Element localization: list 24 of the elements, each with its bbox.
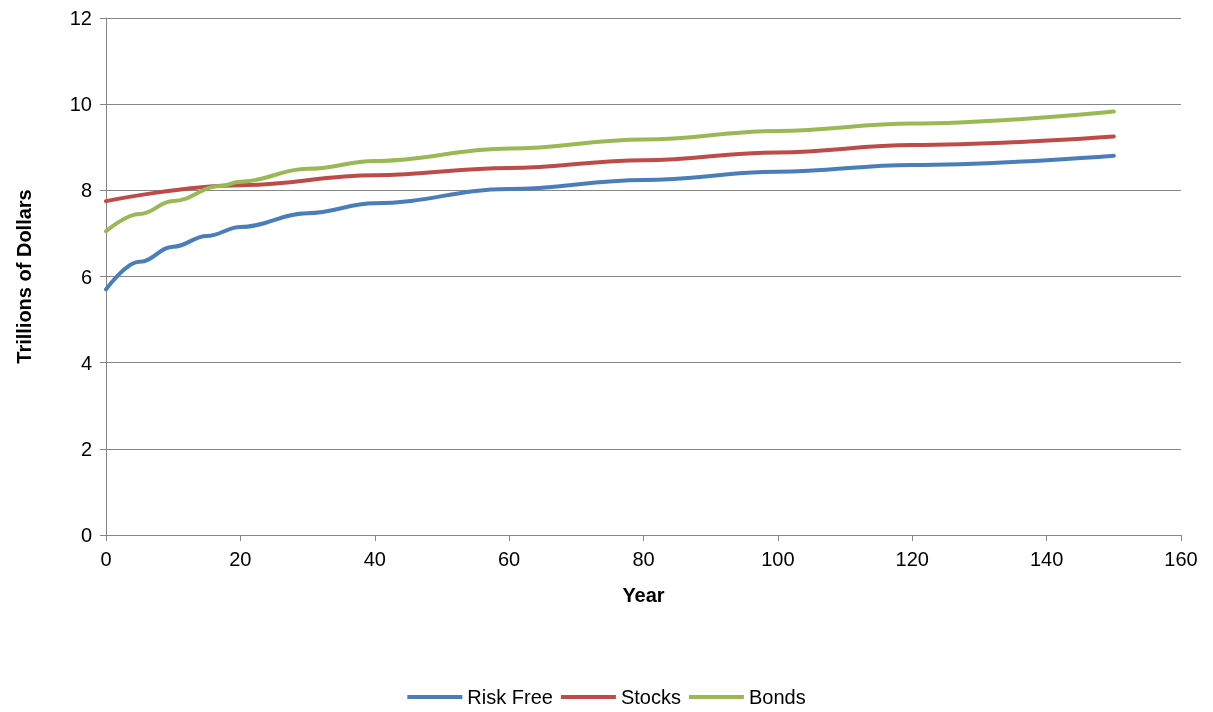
- y-tick-label: 8: [80, 179, 92, 202]
- y-tick-label: 10: [69, 93, 92, 116]
- y-tick-label: 12: [69, 7, 92, 29]
- y-tick-label: 6: [80, 265, 92, 288]
- x-tick-label: 20: [229, 548, 252, 570]
- x-tick-label: 60: [498, 548, 521, 570]
- y-axis-title: Trillions of Dollars: [13, 189, 35, 364]
- x-tick-label: 0: [100, 548, 112, 570]
- x-axis-title: Year: [622, 584, 665, 606]
- y-tick-label: 0: [80, 524, 92, 546]
- y-tick-label: 4: [80, 351, 92, 374]
- line-series: [104, 134, 1116, 204]
- legend-label: Stocks: [620, 686, 681, 708]
- legend-label: Bonds: [748, 686, 806, 708]
- line-series: [104, 153, 1116, 292]
- y-tick-label: 2: [80, 437, 92, 460]
- x-tick-label: 160: [1164, 548, 1198, 570]
- x-tick-label: 140: [1029, 548, 1064, 570]
- line-series: [104, 109, 1116, 234]
- x-tick-label: 100: [761, 548, 795, 570]
- x-tick-label: 40: [363, 548, 386, 570]
- legend-label: Risk Free: [467, 686, 553, 708]
- x-tick-label: 120: [895, 548, 929, 570]
- x-tick-label: 80: [632, 548, 655, 570]
